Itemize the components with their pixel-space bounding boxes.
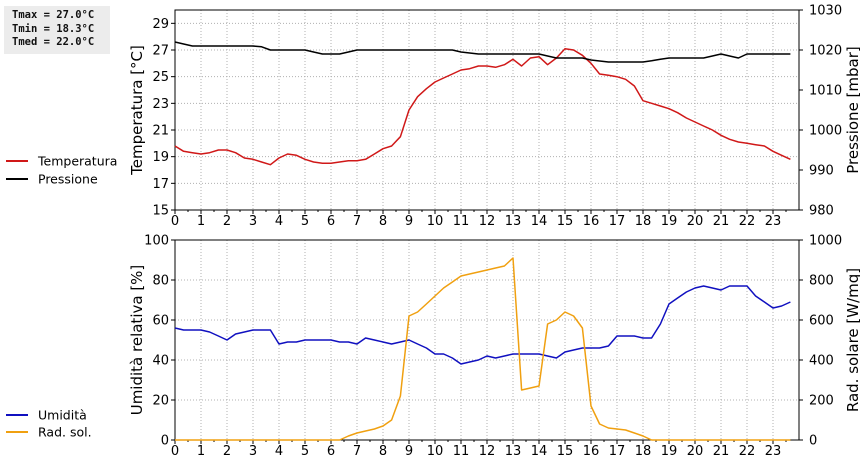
x-tick-label: 1 bbox=[197, 214, 205, 229]
x-tick-label: 15 bbox=[557, 214, 574, 229]
y-tick-label: 25 bbox=[152, 70, 169, 85]
stat-tmin: Tmin = 18.3°C bbox=[12, 22, 95, 35]
legend-label-rad-sol-: Rad. sol. bbox=[38, 425, 92, 440]
x-tick-label: 19 bbox=[661, 214, 678, 229]
x-tick-label: 3 bbox=[249, 444, 257, 459]
x-tick-label: 12 bbox=[479, 444, 496, 459]
y-tick-label: 29 bbox=[152, 17, 169, 32]
x-tick-label: 19 bbox=[661, 444, 678, 459]
x-tick-label: 5 bbox=[301, 444, 309, 459]
x-tick-label: 18 bbox=[635, 444, 652, 459]
y2-tick-label: 600 bbox=[809, 314, 834, 329]
y2-tick-label: 800 bbox=[809, 274, 834, 289]
x-tick-label: 13 bbox=[505, 214, 522, 229]
y2-tick-label: 1030 bbox=[809, 4, 842, 19]
y-tick-label: 23 bbox=[152, 97, 169, 112]
x-tick-label: 0 bbox=[171, 444, 179, 459]
y-tick-label: 80 bbox=[152, 274, 169, 289]
stats-box: Tmax = 27.0°C Tmin = 18.3°C Tmed = 22.0°… bbox=[4, 6, 110, 54]
x-tick-label: 3 bbox=[249, 214, 257, 229]
y-tick-label: 17 bbox=[152, 177, 169, 192]
series-line-umidit- bbox=[174, 285, 791, 365]
series-line-temperatura bbox=[174, 47, 791, 166]
y2-axis-label: Pressione [mbar] bbox=[844, 46, 860, 174]
y-tick-label: 20 bbox=[152, 394, 169, 409]
x-tick-label: 9 bbox=[405, 214, 413, 229]
x-tick-label: 4 bbox=[275, 444, 283, 459]
x-tick-label: 6 bbox=[327, 444, 335, 459]
y-tick-label: 60 bbox=[152, 314, 169, 329]
y2-tick-label: 1010 bbox=[809, 84, 842, 99]
x-tick-label: 15 bbox=[557, 444, 574, 459]
x-tick-label: 22 bbox=[739, 444, 756, 459]
y-tick-label: 15 bbox=[152, 204, 169, 219]
y2-tick-label: 1000 bbox=[809, 124, 842, 139]
y-tick-label: 21 bbox=[152, 124, 169, 139]
legend-label-pressione: Pressione bbox=[38, 172, 98, 187]
y-tick-label: 19 bbox=[152, 150, 169, 165]
y2-tick-label: 400 bbox=[809, 354, 834, 369]
series-line-rad-sol- bbox=[175, 257, 791, 441]
x-tick-label: 17 bbox=[609, 444, 626, 459]
x-tick-label: 13 bbox=[505, 444, 522, 459]
x-tick-label: 20 bbox=[687, 444, 704, 459]
y-tick-label: 100 bbox=[144, 234, 169, 249]
x-tick-label: 23 bbox=[765, 444, 782, 459]
legend-label-umidit-: Umidità bbox=[38, 408, 87, 423]
x-tick-label: 2 bbox=[223, 444, 231, 459]
x-tick-label: 14 bbox=[531, 214, 548, 229]
x-tick-label: 20 bbox=[687, 214, 704, 229]
y-axis-label: Temperatura [°C] bbox=[128, 45, 146, 176]
x-tick-label: 2 bbox=[223, 214, 231, 229]
stat-tmed: Tmed = 22.0°C bbox=[12, 36, 95, 48]
x-tick-label: 7 bbox=[353, 214, 361, 229]
x-tick-label: 0 bbox=[171, 214, 179, 229]
y2-tick-label: 1020 bbox=[809, 44, 842, 59]
x-tick-label: 18 bbox=[635, 214, 652, 229]
x-tick-label: 17 bbox=[609, 214, 626, 229]
x-tick-label: 23 bbox=[765, 214, 782, 229]
x-tick-label: 5 bbox=[301, 214, 309, 229]
x-tick-label: 16 bbox=[583, 444, 600, 459]
x-tick-label: 11 bbox=[453, 444, 470, 459]
x-tick-label: 8 bbox=[379, 214, 387, 229]
y2-tick-label: 980 bbox=[809, 204, 834, 219]
x-tick-label: 10 bbox=[427, 444, 444, 459]
x-tick-label: 9 bbox=[405, 444, 413, 459]
y-axis-label: Umidità relativa [%] bbox=[128, 265, 146, 416]
x-tick-label: 8 bbox=[379, 444, 387, 459]
x-tick-label: 10 bbox=[427, 214, 444, 229]
x-tick-label: 4 bbox=[275, 214, 283, 229]
y2-axis-label: Rad. solare [W/mq] bbox=[844, 268, 860, 412]
y-tick-label: 0 bbox=[161, 434, 169, 449]
x-tick-label: 12 bbox=[479, 214, 496, 229]
x-tick-label: 6 bbox=[327, 214, 335, 229]
x-tick-label: 11 bbox=[453, 214, 470, 229]
y2-tick-label: 0 bbox=[809, 434, 817, 449]
x-tick-label: 7 bbox=[353, 444, 361, 459]
x-tick-label: 1 bbox=[197, 444, 205, 459]
series-line-pressione bbox=[174, 41, 791, 63]
y2-tick-label: 1000 bbox=[809, 234, 842, 249]
x-tick-label: 22 bbox=[739, 214, 756, 229]
x-tick-label: 16 bbox=[583, 214, 600, 229]
y-tick-label: 40 bbox=[152, 354, 169, 369]
y2-tick-label: 200 bbox=[809, 394, 834, 409]
x-tick-label: 21 bbox=[713, 214, 730, 229]
y-tick-label: 27 bbox=[152, 44, 169, 59]
stat-tmax: Tmax = 27.0°C bbox=[12, 9, 95, 21]
x-tick-label: 14 bbox=[531, 444, 548, 459]
y2-tick-label: 990 bbox=[809, 164, 834, 179]
legend-label-temperatura: Temperatura bbox=[37, 154, 117, 169]
x-tick-label: 21 bbox=[713, 444, 730, 459]
